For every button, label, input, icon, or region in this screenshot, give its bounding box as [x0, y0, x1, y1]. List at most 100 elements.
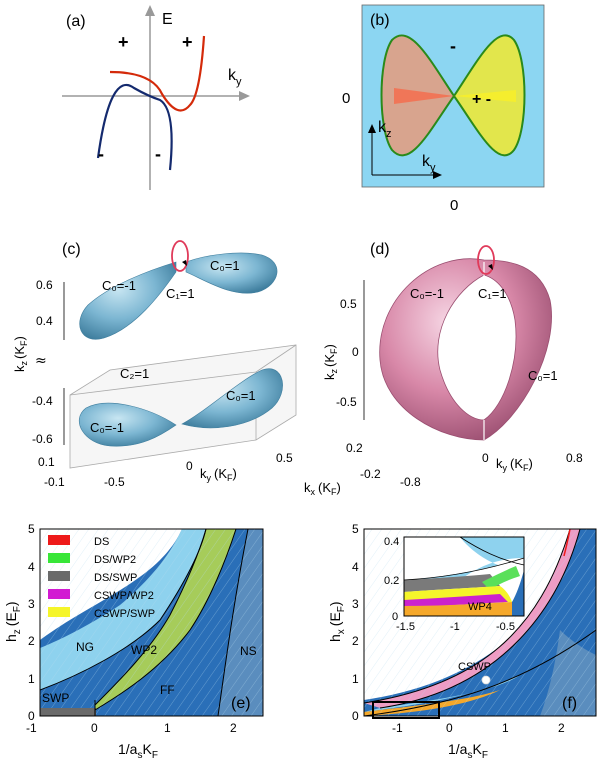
inset-blue-region	[512, 570, 524, 616]
ytick-f-3: 3	[352, 597, 359, 611]
ytick-f-0: 0	[352, 709, 359, 723]
legend-label-ds-wp2: DS/WP2	[94, 554, 136, 566]
lower-band-curve	[96, 83, 173, 171]
ky-tick-05: 0.5	[276, 451, 293, 465]
region-ns-label: NS	[240, 644, 257, 658]
kx-tick-m01: -0.1	[44, 475, 65, 489]
ds-swp-strip	[40, 708, 96, 716]
ds-line-f	[563, 529, 571, 557]
kx-tick-m02-d: -0.2	[360, 467, 381, 481]
ky-tick-m08-d: -0.8	[400, 475, 421, 489]
yticks-e: 0 1 2 3 4 5	[28, 522, 35, 723]
loop-arrow-icon	[182, 260, 187, 266]
xtick-e-0: 0	[91, 721, 98, 735]
inset-frame	[403, 536, 525, 617]
wp2-left-boundary	[94, 529, 207, 706]
xtick-f-1: 1	[502, 721, 509, 735]
upper-band-curve	[109, 35, 206, 112]
kz-arrow-icon	[368, 124, 376, 133]
xtick-f-m1: -1	[392, 721, 403, 735]
xlabel-e: 1/asKF	[118, 741, 158, 761]
inset-ytick-0: 0	[392, 611, 398, 623]
inset-orange-region	[404, 602, 512, 616]
box-edge-1	[69, 371, 257, 396]
legend-swatch-ds-swp	[48, 571, 70, 581]
c1-loop-d	[477, 245, 495, 275]
ytick-f-2: 2	[352, 634, 359, 648]
kz-axis-label-d: kz(KF)	[322, 344, 339, 380]
ytick-e-0: 0	[28, 709, 35, 723]
e-axis-arrow-icon	[145, 5, 155, 16]
plot-frame-f	[363, 528, 597, 717]
kz-axis-label: kz(KF)	[12, 336, 29, 372]
axis-break-symbol: ≈	[35, 353, 47, 369]
plus-minus-label: + -	[472, 91, 491, 108]
zero-left-label: 0	[342, 90, 350, 107]
lower-boundary-f	[364, 629, 596, 716]
kz-tick-06: 0.6	[36, 278, 53, 292]
ytick-e-4: 4	[28, 560, 35, 574]
cswp-label: CSWP	[458, 661, 491, 673]
ky-arrow-icon	[433, 171, 442, 179]
loop-arrow-icon-d	[488, 264, 493, 270]
region-ff-label: FF	[160, 683, 175, 697]
c0-minus-label: C₀=-1	[102, 278, 136, 293]
legend-swatch-ds-wp2	[48, 553, 70, 563]
legend-label-cswp-wp2: CSWP/WP2	[94, 590, 154, 602]
panel-b: (b) - + - 0 0 kz ky	[342, 4, 545, 214]
inset-magenta-band	[404, 594, 508, 608]
panel-c-label: (c)	[62, 241, 81, 258]
right-wedge	[454, 90, 516, 102]
pink-lower-boundary	[364, 529, 571, 704]
plus-right-label: +	[182, 32, 193, 52]
kz-tick-0-d: 0	[352, 345, 359, 359]
inset-boundary-1	[403, 557, 525, 581]
xlabel-f: 1/asKF	[448, 741, 488, 761]
left-wedge	[394, 88, 454, 104]
kx-axis-label-d: kx (KF)	[304, 480, 341, 497]
legend-label-ds-swp: DS/SWP	[94, 572, 137, 584]
upper-right-surface	[185, 252, 278, 294]
panel-a: (a) E ky + + - -	[62, 5, 250, 190]
yticks-f: 0 1 2 3 4 5	[352, 522, 359, 723]
lower-right-surface	[181, 368, 283, 429]
inset-ytick-02: 0.2	[384, 575, 399, 587]
ky-tick-m05: -0.5	[104, 475, 125, 489]
kz-tick-m05-d: -0.5	[336, 395, 357, 409]
kx-tick-02-d: 0.2	[346, 441, 363, 455]
xtick-e-1: 1	[164, 721, 171, 735]
plot-frame-e	[39, 528, 264, 717]
ylabel-e: hz(EF)	[3, 601, 23, 642]
ky-label: ky	[422, 153, 436, 174]
ky-axis-label-d: ky (KF)	[496, 456, 533, 473]
minus-top-label: -	[450, 36, 456, 56]
cswp-point	[481, 675, 491, 685]
c2-label: C₂=1	[120, 366, 149, 381]
region-swp-label: SWP	[42, 691, 69, 705]
panel-f-label: (f)	[562, 695, 577, 712]
k-axis-arrow-icon	[239, 91, 250, 101]
ky-tick-08-d: 0.8	[566, 451, 583, 465]
zoom-box	[372, 701, 440, 719]
hatch-overlay	[40, 529, 263, 716]
panel-e-label: (e)	[231, 695, 251, 712]
legend-label-cswp-swp: CSWP/SWP	[94, 608, 155, 620]
ytick-f-1: 1	[352, 672, 359, 686]
ns-boundary	[217, 529, 249, 716]
upper-left-surface	[79, 261, 177, 340]
kz-tick-m04: -0.4	[32, 394, 53, 408]
e-axis-label: E	[162, 11, 173, 28]
c0-plus-label: C₀=1	[210, 258, 240, 273]
ky-tick-0-d: 0	[482, 451, 489, 465]
xticks-f: -1 0 1 2	[392, 721, 565, 735]
legend-e: DS DS/WP2 DS/SWP CSWP/WP2 CSWP/SWP	[48, 535, 155, 620]
inset-light-region	[404, 537, 524, 580]
ytick-f-5: 5	[352, 522, 359, 536]
inset-xtick-m1: -1	[450, 621, 460, 633]
panel-f: CSWP (f) WP4 0.4 0.2 0 -1.5 -1 -0.5 0	[327, 522, 597, 761]
ytick-e-2: 2	[28, 634, 35, 648]
inset-xtick-m15: -1.5	[396, 621, 415, 633]
lower-left-surface	[79, 402, 177, 447]
minus-left-label: -	[98, 144, 104, 164]
